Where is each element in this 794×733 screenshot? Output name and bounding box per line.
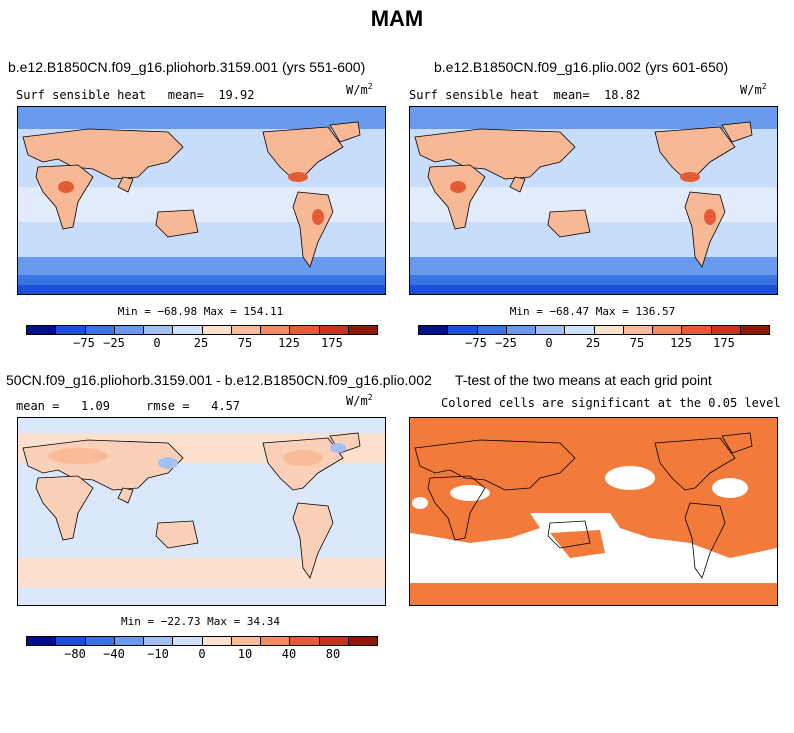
colorbar-bin: [348, 637, 377, 645]
colorbar-bin: [506, 326, 536, 334]
colorbar-bin: [231, 326, 261, 334]
subtitle-bottom-right: Colored cells are significant at the 0.0…: [441, 396, 781, 410]
colorbar-tick: 125: [278, 336, 300, 350]
mean-value-top-left: 19.92: [218, 88, 255, 102]
colorbar-top-right: [418, 325, 770, 335]
colorbar-bin: [56, 637, 86, 645]
colorbar-tick: 75: [237, 336, 253, 350]
colorbar-bin: [740, 326, 769, 334]
colorbar-bin: [27, 637, 57, 645]
colorbar-bin: [114, 637, 144, 645]
colorbar-bin: [173, 326, 203, 334]
mean-value-bottom-left: 1.09: [81, 399, 110, 413]
colorbar-tick: 80: [325, 647, 341, 661]
antarctica: [18, 285, 385, 294]
hot-spots: [450, 172, 716, 225]
antarctica: [410, 285, 777, 294]
panel-title-top-right: b.e12.B1850CN.f09_g16.plio.002 (yrs 601-…: [434, 59, 729, 75]
colorbar-tick: 175: [713, 336, 735, 350]
min-max-bottom-left: Min = −22.73 Max = 34.34: [121, 615, 280, 628]
colorbar-ticks-top-left: −75 −25 0 25 75 125 175: [26, 336, 376, 350]
colorbar-top-left: [26, 325, 378, 335]
colorbar-bin: [202, 637, 232, 645]
colorbar-tick: −10: [147, 647, 169, 661]
colorbar-bin: [202, 326, 232, 334]
landmasses: [414, 121, 753, 268]
colorbar-tick: 10: [237, 647, 253, 661]
colorbar-bin: [348, 326, 377, 334]
colorbar-tick: 75: [629, 336, 645, 350]
panel-title-bottom-left: 50CN.f09_g16.pliohorb.3159.001 - b.e12.B…: [6, 372, 432, 388]
map-top-right: [409, 106, 778, 295]
colorbar-bin: [594, 326, 624, 334]
colorbar-bottom-left: [26, 636, 378, 646]
colorbar-bin: [114, 326, 144, 334]
colorbar-bin: [290, 637, 320, 645]
colorbar-bin: [419, 326, 449, 334]
colorbar-tick: −75: [73, 336, 95, 350]
colorbar-bin: [623, 326, 653, 334]
colorbar-bin: [85, 326, 115, 334]
colorbar-tick: 0: [153, 336, 161, 350]
stats-label-bottom-left: mean = 1.09 rmse = 4.57: [16, 399, 241, 413]
rmse-value-bottom-left: 4.57: [211, 399, 241, 413]
colorbar-bin: [319, 637, 349, 645]
variable-label-top-left: Surf sensible heat mean= 19.92: [16, 88, 255, 102]
map-bottom-left: [17, 417, 386, 606]
colorbar-bin: [565, 326, 595, 334]
units-label-top-right: W/m2: [740, 82, 767, 97]
colorbar-tick: 40: [281, 647, 297, 661]
colorbar-tick: −25: [103, 336, 125, 350]
colorbar-bin: [85, 637, 115, 645]
coastlines: [414, 432, 753, 579]
colorbar-tick: 25: [585, 336, 601, 350]
colorbar-bin: [173, 637, 203, 645]
colorbar-bin: [27, 326, 57, 334]
colorbar-tick: 25: [193, 336, 209, 350]
colorbar-ticks-bottom-left: −80 −40 −10 0 10 40 80: [26, 647, 376, 661]
warm-anomalies: [48, 448, 323, 466]
colorbar-tick: −80: [64, 647, 86, 661]
colorbar-bin: [448, 326, 478, 334]
units-label-bottom-left: W/m2: [346, 393, 373, 408]
colorbar-bin: [144, 326, 174, 334]
panel-title-top-left: b.e12.B1850CN.f09_g16.pliohorb.3159.001 …: [8, 59, 366, 75]
colorbar-tick: −25: [495, 336, 517, 350]
landmasses: [22, 121, 361, 268]
colorbar-bin: [261, 326, 291, 334]
colorbar-bin: [144, 637, 174, 645]
colorbar-bin: [231, 637, 261, 645]
colorbar-bin: [261, 637, 291, 645]
colorbar-tick: −40: [103, 647, 125, 661]
colorbar-bin: [56, 326, 86, 334]
colorbar-tick: 175: [321, 336, 343, 350]
cool-anomalies: [158, 443, 346, 469]
colorbar-bin: [319, 326, 349, 334]
arctic-band: [410, 107, 777, 129]
colorbar-tick: −75: [465, 336, 487, 350]
arctic-band: [18, 107, 385, 129]
colorbar-bin: [682, 326, 712, 334]
units-label-top-left: W/m2: [346, 82, 373, 97]
mean-value-top-right: 18.82: [604, 88, 641, 102]
panel-title-bottom-right: T-test of the two means at each grid poi…: [455, 372, 712, 388]
min-max-top-right: Min = −68.47 Max = 136.57: [509, 305, 676, 318]
colorbar-bin: [290, 326, 320, 334]
colorbar-bin: [477, 326, 507, 334]
map-bottom-right: [409, 417, 778, 606]
colorbar-bin: [536, 326, 566, 334]
colorbar-ticks-top-right: −75 −25 0 25 75 125 175: [418, 336, 768, 350]
variable-label-top-right: Surf sensible heat mean= 18.82: [409, 88, 641, 102]
page-title: MAM: [370, 6, 424, 31]
colorbar-tick: 125: [670, 336, 692, 350]
map-top-left: [17, 106, 386, 295]
min-max-top-left: Min = −68.98 Max = 154.11: [117, 305, 284, 318]
colorbar-tick: 0: [545, 336, 553, 350]
colorbar-tick: 0: [198, 647, 206, 661]
colorbar-bin: [711, 326, 741, 334]
southern-ocean-band: [18, 558, 385, 588]
colorbar-bin: [653, 326, 683, 334]
hot-spots: [58, 172, 324, 225]
